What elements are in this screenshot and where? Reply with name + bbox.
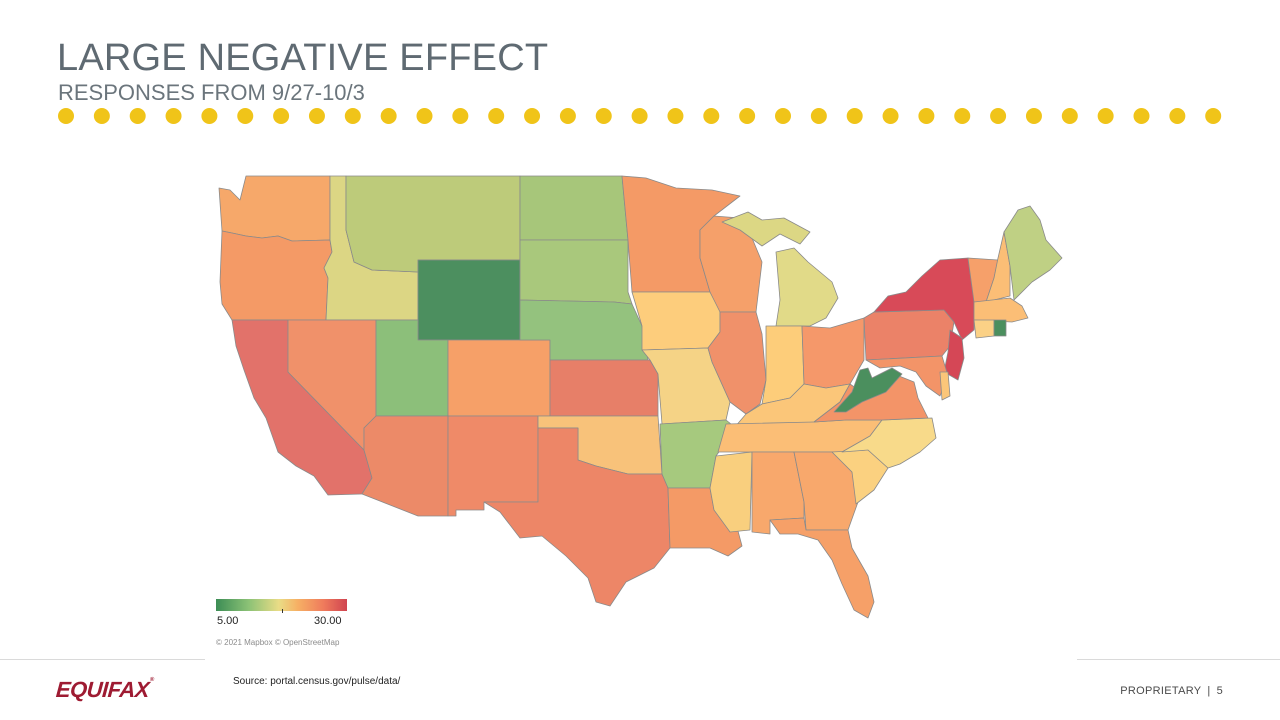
divider-dot [58, 108, 74, 124]
divider-dot [739, 108, 756, 124]
divider-dot [308, 108, 325, 124]
state-ri[interactable] [993, 319, 1007, 337]
divider-dot [201, 108, 218, 124]
proprietary-footer: PROPRIETARY | 5 [1120, 685, 1223, 697]
state-co[interactable] [447, 339, 551, 417]
state-az[interactable] [361, 415, 449, 517]
state-fl[interactable] [769, 517, 875, 619]
state-mi[interactable] [775, 247, 839, 327]
logo-text: EQUIFAX [55, 677, 150, 702]
legend-max-label: 30.00 [314, 615, 342, 627]
choropleth-map [205, 160, 1085, 660]
state-nj[interactable] [943, 329, 965, 381]
state-ct[interactable] [973, 319, 995, 339]
state-de[interactable] [939, 371, 951, 401]
divider-dot [882, 108, 899, 124]
legend-color-scale [216, 599, 347, 611]
divider-dot [667, 108, 684, 124]
state-sd[interactable] [519, 239, 633, 305]
page-number: 5 [1216, 685, 1223, 697]
divider-dot [1133, 108, 1150, 124]
logo-registered-mark: ® [149, 677, 154, 683]
divider-dot [165, 108, 182, 124]
divider-dot [237, 108, 254, 124]
us-state-map [218, 175, 1063, 619]
state-upmi[interactable] [721, 211, 811, 247]
state-nd[interactable] [519, 175, 629, 241]
proprietary-label: PROPRIETARY [1120, 685, 1202, 697]
divider-dot [559, 108, 576, 124]
equifax-logo: EQUIFAX® [55, 677, 154, 703]
divider-dot [416, 108, 433, 124]
state-wy[interactable] [417, 259, 521, 341]
divider-dot [1205, 108, 1222, 124]
divider-dot [954, 108, 971, 124]
divider-dot [93, 108, 110, 124]
state-tx[interactable] [483, 427, 671, 607]
legend-min-label: 5.00 [217, 615, 239, 627]
map-credit[interactable]: © 2021 Mapbox © OpenStreetMap [216, 638, 340, 647]
divider-dot [452, 108, 469, 124]
state-wv[interactable] [833, 367, 903, 413]
state-me[interactable] [1003, 205, 1063, 301]
divider-dot [990, 108, 1007, 124]
state-mt[interactable] [345, 175, 521, 273]
divider-dot [595, 108, 612, 124]
divider-dot [1061, 108, 1078, 124]
footer-separator: | [1207, 685, 1211, 697]
state-ma[interactable] [973, 297, 1029, 323]
divider-dot [631, 108, 648, 124]
divider-dot [524, 108, 541, 124]
divider-dot [846, 108, 863, 124]
divider-dot [1025, 108, 1042, 124]
divider-dot [488, 108, 505, 124]
legend-tick [282, 609, 283, 613]
state-ia[interactable] [631, 291, 721, 351]
slide-subtitle: RESPONSES FROM 9/27-10/3 [58, 80, 365, 105]
divider-dot [918, 108, 935, 124]
divider-dot [1169, 108, 1186, 124]
divider-dot [273, 108, 290, 124]
state-nm[interactable] [447, 415, 539, 517]
state-wa[interactable] [218, 175, 331, 242]
state-nc[interactable] [841, 417, 937, 469]
state-pa[interactable] [863, 309, 955, 361]
source-note: Source: portal.census.gov/pulse/data/ [233, 676, 401, 687]
divider-dot [703, 108, 720, 124]
state-or[interactable] [219, 230, 333, 321]
state-oh[interactable] [801, 317, 865, 389]
divider-dot [380, 108, 397, 124]
divider-dot [775, 108, 791, 124]
state-md[interactable] [865, 355, 949, 397]
divider-dot [129, 108, 146, 124]
state-ks[interactable] [549, 359, 659, 417]
divider-dot [1097, 108, 1114, 124]
divider-dot [810, 108, 827, 124]
divider-dot [344, 108, 361, 124]
slide-title: LARGE NEGATIVE EFFECT [57, 37, 549, 79]
state-wi[interactable] [699, 215, 763, 313]
dot-divider [58, 108, 1222, 124]
